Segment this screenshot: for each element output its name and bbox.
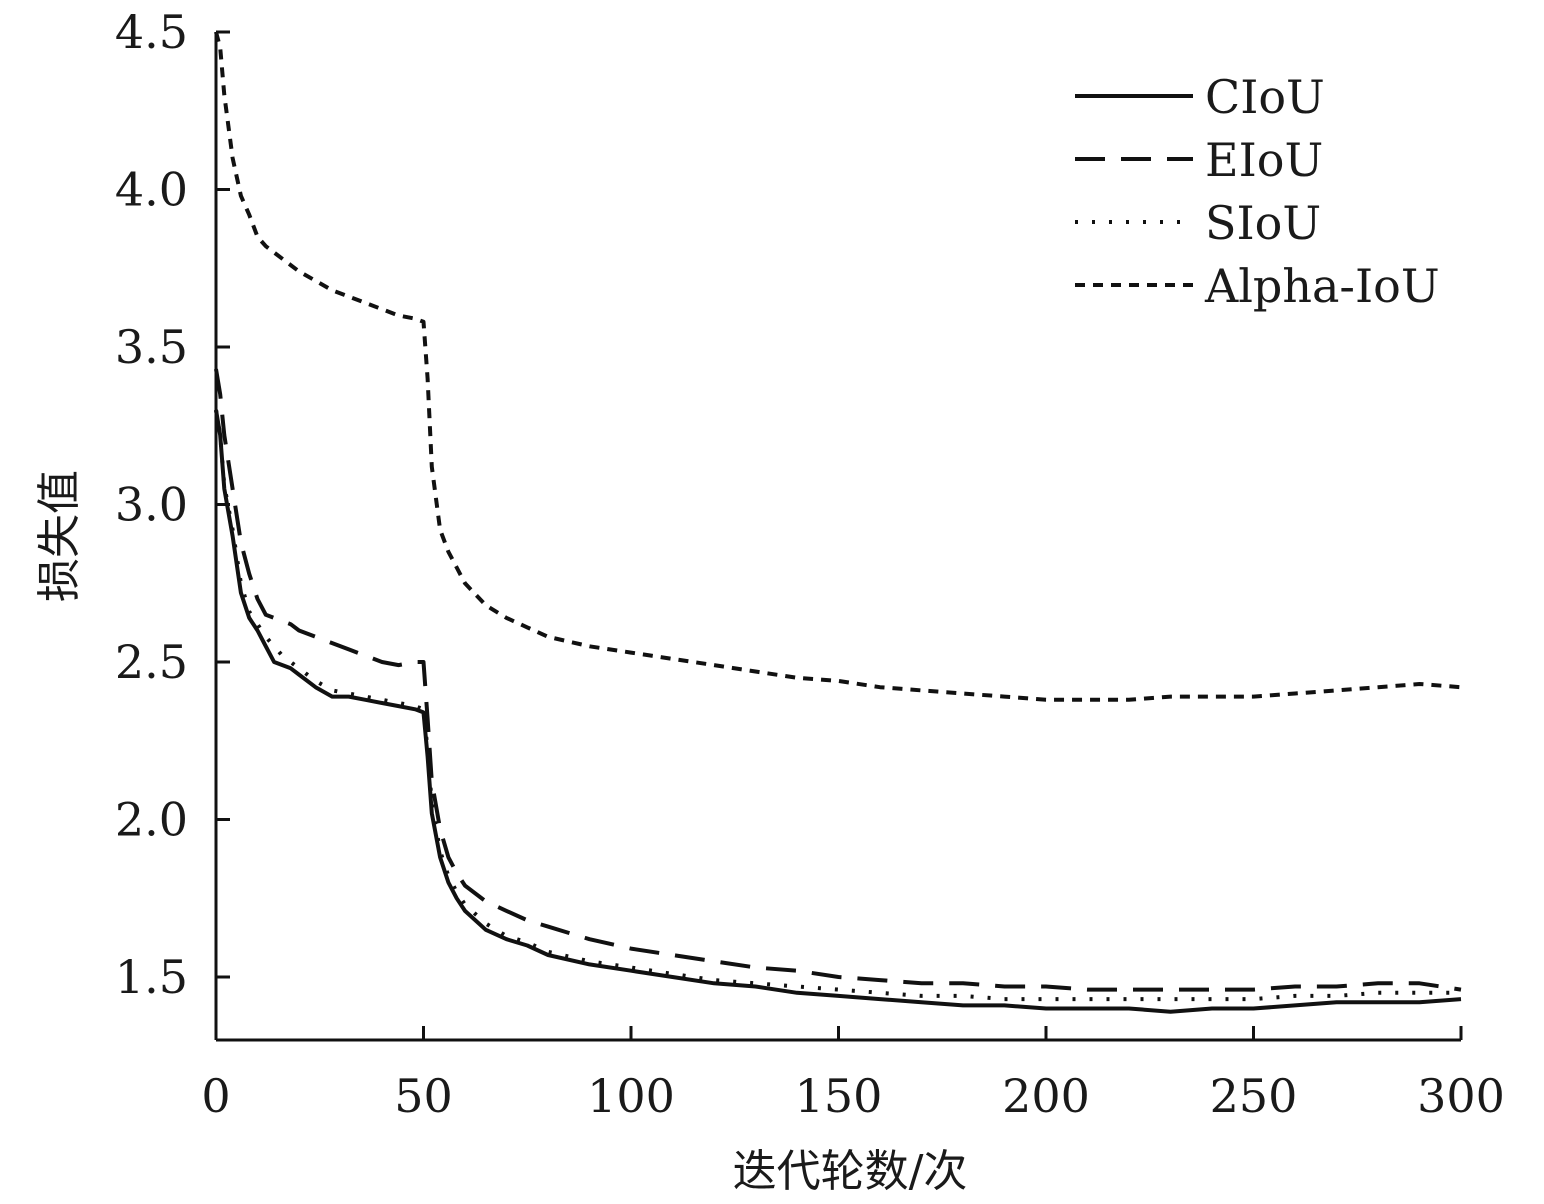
y-tick-label: 4.0 — [115, 163, 188, 217]
legend-label-ciou: CIoU — [1205, 70, 1325, 124]
legend: CIoU EIoU SIoU Alpha-IoU — [1075, 70, 1440, 313]
series-line-alpha-iou — [214, 31, 1462, 702]
x-tick-label: 0 — [201, 1069, 230, 1123]
legend-label-alpha-iou: Alpha-IoU — [1204, 259, 1440, 313]
legend-label-eiou: EIoU — [1205, 133, 1323, 187]
series-line-siou — [214, 409, 1461, 1002]
x-tick-label: 300 — [1417, 1069, 1505, 1123]
series-line-eiou — [214, 368, 1462, 992]
x-tick-label: 150 — [795, 1069, 883, 1123]
y-tick-label: 1.5 — [115, 950, 188, 1004]
x-tick-label: 50 — [394, 1069, 453, 1123]
y-axis-title: 损失值 — [34, 470, 85, 602]
series-layer — [214, 31, 1462, 1014]
y-tick-label: 3.0 — [115, 478, 188, 532]
x-tick-label: 200 — [1002, 1069, 1090, 1123]
legend-label-siou: SIoU — [1205, 196, 1321, 250]
y-tick-label: 2.0 — [115, 793, 188, 847]
x-tick-label: 250 — [1210, 1069, 1298, 1123]
y-tick-label: 4.5 — [115, 5, 188, 59]
y-tick-label: 3.5 — [115, 320, 188, 374]
x-tick-label: 100 — [587, 1069, 675, 1123]
y-tick-label: 2.5 — [115, 635, 188, 689]
series-line-ciou — [214, 409, 1462, 1014]
x-axis-title: 迭代轮数/次 — [733, 1146, 968, 1197]
axes: 0 50 100 150 200 250 300 1.5 2.0 2.5 3.0 3.5 4.0 4.5 — [115, 5, 1505, 1123]
